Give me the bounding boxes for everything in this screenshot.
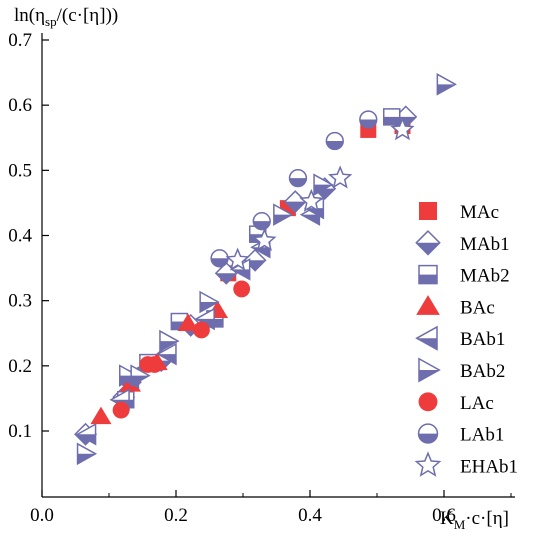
legend-item-mab2: MAb2 bbox=[418, 264, 510, 287]
x-axis-title-main: K bbox=[440, 508, 454, 529]
data-point bbox=[130, 364, 151, 387]
data-point bbox=[328, 165, 353, 189]
legend-label: MAb2 bbox=[460, 266, 510, 287]
legend-label: MAb1 bbox=[460, 234, 510, 255]
x-axis-title-rest: ·c·[η] bbox=[465, 508, 509, 529]
legend-label: MAc bbox=[460, 202, 499, 223]
y-tick-label: 0.6 bbox=[8, 95, 32, 116]
legend-item-ehab1: EHAb1 bbox=[414, 451, 518, 477]
data-point bbox=[436, 73, 457, 96]
x-tick-label: 0.2 bbox=[164, 505, 188, 526]
y-axis-title-main: ln(η bbox=[14, 5, 45, 26]
axes bbox=[41, 33, 515, 498]
y-axis-title-sub: sp bbox=[45, 14, 57, 29]
data-point bbox=[299, 188, 324, 212]
series-ehab1 bbox=[225, 117, 415, 271]
data-point bbox=[199, 290, 220, 314]
y-tick-label: 0.3 bbox=[8, 291, 32, 312]
x-tick-label: 0.6 bbox=[432, 505, 456, 526]
x-axis-title: KM·c·[η] bbox=[440, 508, 509, 532]
data-point bbox=[313, 173, 334, 196]
x-ticks: 0.0 0.2 0.4 0.6 bbox=[30, 490, 512, 526]
legend-marker bbox=[416, 295, 440, 315]
data-point bbox=[112, 401, 130, 419]
series-bab2 bbox=[76, 73, 457, 466]
legend-marker bbox=[415, 325, 438, 351]
data-point bbox=[177, 313, 199, 331]
data-point bbox=[76, 422, 97, 446]
data-point bbox=[325, 131, 344, 151]
data-point bbox=[288, 169, 308, 188]
y-tick-label: 0.7 bbox=[8, 30, 32, 51]
legend-label: BAc bbox=[460, 297, 495, 318]
legend-marker bbox=[414, 451, 442, 477]
legend-marker bbox=[418, 392, 438, 412]
data-point bbox=[76, 442, 98, 466]
legend-marker bbox=[419, 202, 437, 220]
legend: MAc MAb1 MAb2 BAc BAb1 BAb2 LAc LAb1 EHAb1 bbox=[414, 202, 518, 477]
data-point bbox=[252, 227, 277, 252]
y-tick-label: 0.5 bbox=[8, 160, 32, 181]
data-point bbox=[225, 247, 250, 271]
legend-item-lab1: LAb1 bbox=[417, 423, 504, 446]
y-ticks: 0.1 0.2 0.3 0.4 0.5 0.6 0.7 bbox=[8, 30, 49, 442]
data-points bbox=[74, 73, 457, 466]
legend-item-mac: MAc bbox=[419, 202, 499, 223]
legend-marker bbox=[418, 357, 441, 383]
data-point bbox=[146, 356, 163, 373]
data-point bbox=[273, 203, 294, 226]
legend-item-lac: LAc bbox=[418, 392, 494, 414]
legend-item-bac: BAc bbox=[416, 295, 495, 318]
legend-marker bbox=[415, 230, 441, 256]
data-point bbox=[193, 321, 210, 339]
series-lab1 bbox=[210, 110, 378, 268]
y-tick-label: 0.2 bbox=[8, 356, 32, 377]
data-point bbox=[159, 329, 180, 353]
x-axis-title-sub: M bbox=[454, 517, 466, 532]
series-lac bbox=[112, 280, 251, 419]
data-point bbox=[156, 342, 177, 366]
data-point bbox=[390, 117, 415, 141]
legend-label: BAb2 bbox=[460, 361, 505, 382]
legend-item-mab1: MAb1 bbox=[415, 230, 510, 256]
x-tick-label: 0.4 bbox=[298, 505, 322, 526]
legend-marker bbox=[417, 423, 439, 444]
legend-label: LAc bbox=[460, 393, 494, 414]
x-tick-label: 0.0 bbox=[30, 505, 54, 526]
legend-label: BAb1 bbox=[460, 329, 505, 350]
y-axis-title-rest: /(c·[η])) bbox=[57, 5, 119, 26]
data-point bbox=[359, 110, 378, 129]
y-axis-title: ln(ηsp/(c·[η])) bbox=[14, 5, 118, 29]
legend-item-bab1: BAb1 bbox=[415, 325, 505, 351]
data-point bbox=[252, 212, 271, 231]
legend-label: EHAb1 bbox=[460, 456, 518, 477]
data-point bbox=[382, 108, 401, 126]
data-point bbox=[90, 406, 112, 425]
legend-marker bbox=[418, 264, 438, 285]
legend-label: LAb1 bbox=[460, 425, 504, 446]
legend-item-bab2: BAb2 bbox=[418, 357, 505, 383]
y-tick-label: 0.1 bbox=[8, 421, 32, 442]
data-point bbox=[210, 249, 229, 268]
y-tick-label: 0.4 bbox=[8, 226, 32, 247]
data-point bbox=[233, 280, 251, 298]
